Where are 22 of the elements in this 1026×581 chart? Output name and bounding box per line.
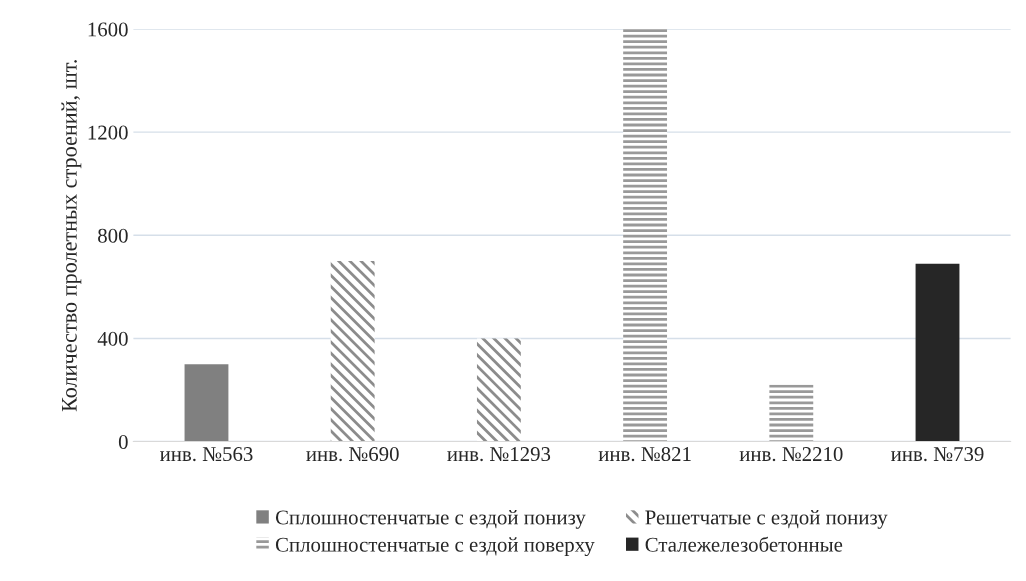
y-tick-label: 0 (118, 434, 128, 449)
y-tick-label: 800 (98, 228, 128, 243)
y-tick-label: 1200 (88, 125, 128, 140)
legend-label: Решетчатые с ездой понизу (645, 510, 888, 529)
bar (184, 364, 229, 442)
x-tick-label: инв. №563 (160, 447, 253, 462)
x-tick-label: инв. №739 (891, 447, 984, 462)
legend-label: Сплошностенчатые с ездой понизу (275, 510, 586, 529)
bar (476, 338, 521, 442)
y-tick-label: 400 (97, 331, 128, 346)
x-tick-label: инв. №821 (598, 447, 691, 462)
y-axis-title: Количество пролетных строений, шт. (61, 60, 82, 412)
y-tick-label: 1600 (88, 22, 128, 37)
bar (915, 263, 960, 442)
bar (623, 29, 668, 442)
bar (330, 261, 375, 442)
x-tick-label: инв. №2210 (739, 447, 843, 462)
x-tick-label: инв. №1293 (447, 447, 551, 462)
bar (769, 384, 814, 442)
legend-label: Сплошностенчатые с ездой поверху (275, 537, 595, 557)
legend-label: Сталежелезобетонные (645, 536, 843, 552)
x-tick-label: инв. №690 (306, 447, 399, 462)
